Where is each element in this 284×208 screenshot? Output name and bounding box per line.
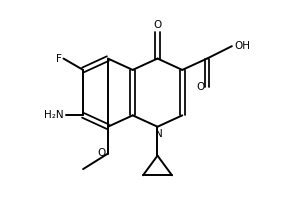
Text: F: F bbox=[56, 53, 62, 64]
Text: N: N bbox=[155, 129, 162, 139]
Text: OH: OH bbox=[234, 41, 250, 51]
Text: O: O bbox=[98, 147, 106, 157]
Text: O: O bbox=[197, 82, 205, 93]
Text: O: O bbox=[153, 20, 162, 30]
Text: H₂N: H₂N bbox=[45, 110, 64, 120]
